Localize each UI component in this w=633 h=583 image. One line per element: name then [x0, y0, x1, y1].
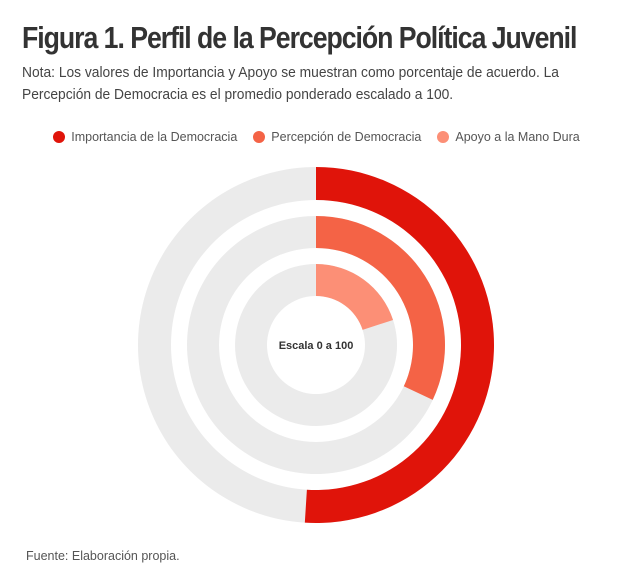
center-label: Escala 0 a 100: [279, 340, 354, 352]
legend-swatch-percepcion: [253, 131, 266, 143]
legend-item[interactable]: Percepción de Democracia: [253, 130, 421, 144]
legend-label: Importancia de la Democracia: [71, 130, 238, 144]
radial-bar-2[interactable]: [316, 264, 394, 330]
legend-label: Apoyo a la Mano Dura: [455, 130, 580, 144]
legend-swatch-importancia: [53, 131, 66, 143]
chart-title: Figura 1. Perfil de la Percepción Políti…: [22, 20, 577, 55]
chart-note: Nota: Los valores de Importancia y Apoyo…: [22, 64, 559, 103]
radial-bar-0[interactable]: [304, 167, 495, 523]
legend: Importancia de la Democracia Percepción …: [0, 130, 633, 144]
legend-item[interactable]: Importancia de la Democracia: [53, 130, 237, 144]
legend-swatch-apoyo: [437, 131, 450, 143]
source-note: Fuente: Elaboración propia.: [26, 549, 180, 563]
legend-item[interactable]: Apoyo a la Mano Dura: [437, 130, 580, 144]
legend-label: Percepción de Democracia: [271, 130, 422, 144]
radial-bar-1[interactable]: [316, 216, 446, 400]
